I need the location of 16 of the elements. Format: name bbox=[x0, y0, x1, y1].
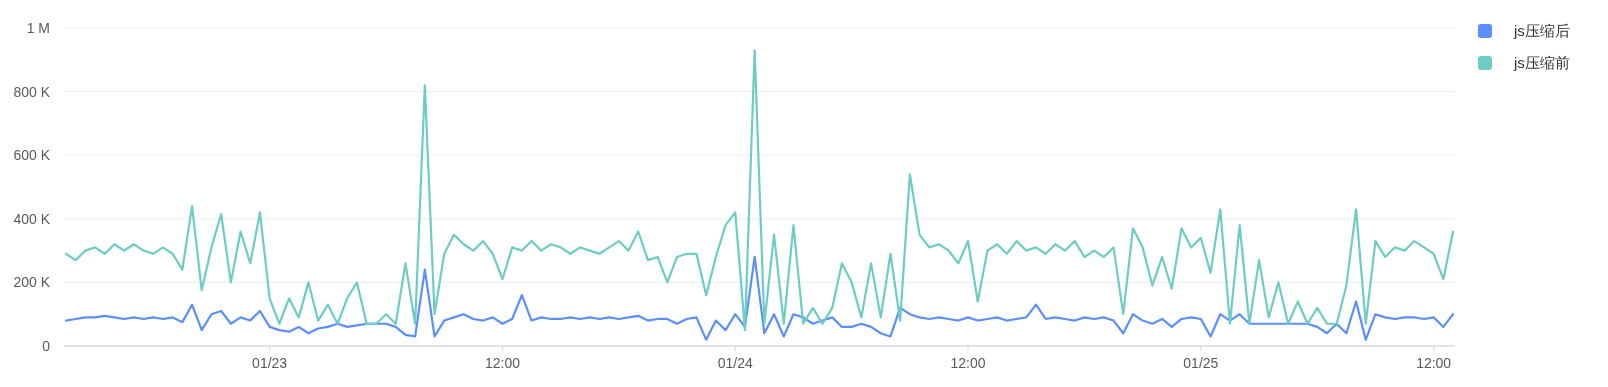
y-tick-label: 600 K bbox=[13, 147, 51, 164]
line-series bbox=[64, 255, 1455, 341]
x-tick-label: 12:00 bbox=[484, 355, 521, 371]
x-tick-label: 01/25 bbox=[1183, 355, 1219, 371]
x-tick-label: 12:00 bbox=[1416, 355, 1452, 371]
y-tick-label: 1 M bbox=[26, 19, 50, 36]
y-tick-label: 200 K bbox=[13, 274, 51, 291]
x-tick-label: 12:00 bbox=[950, 355, 986, 371]
y-tick-label: 800 K bbox=[13, 83, 51, 100]
x-tick-label: 01/24 bbox=[717, 355, 753, 371]
y-tick-label: 0 bbox=[42, 337, 51, 354]
line-series bbox=[64, 49, 1455, 332]
x-tick-label: 01/23 bbox=[252, 355, 288, 371]
legend-label: js压缩前 bbox=[1513, 54, 1570, 72]
y-tick-label: 400 K bbox=[13, 210, 51, 227]
legend-label: js压缩后 bbox=[1513, 22, 1570, 40]
